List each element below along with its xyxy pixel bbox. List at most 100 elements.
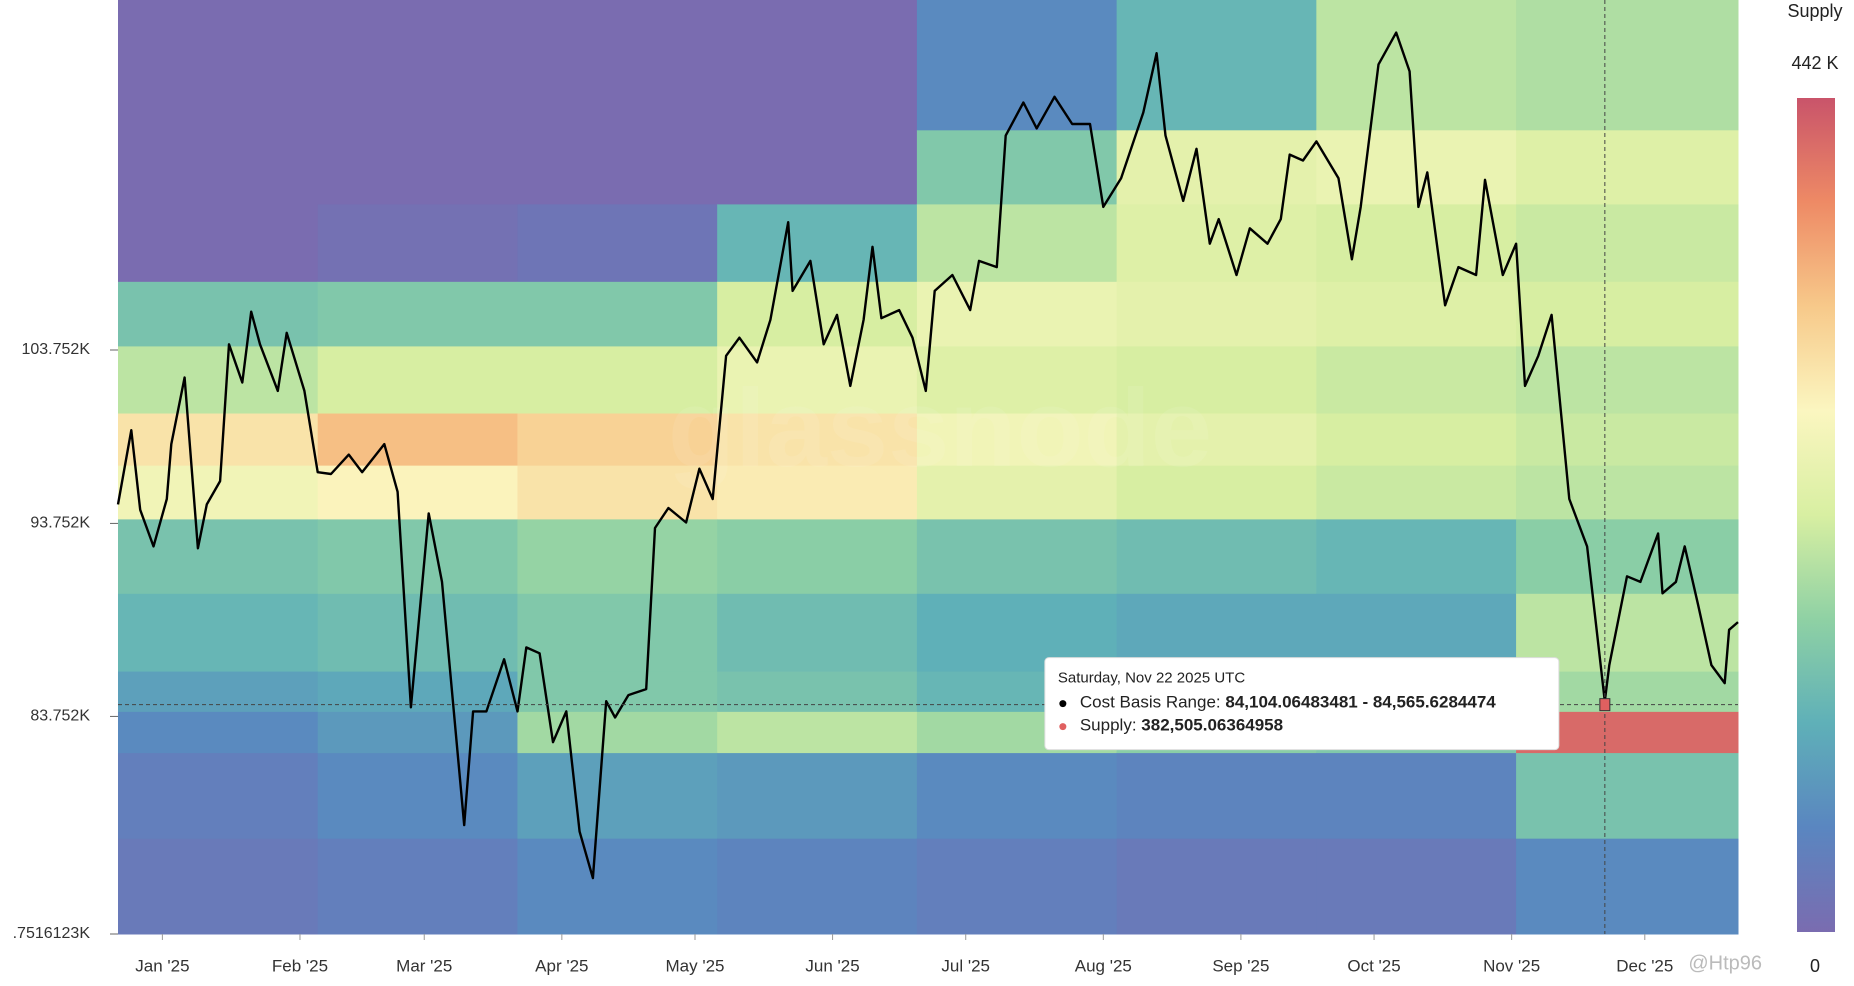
heatmap-cell	[118, 281, 319, 347]
tooltip-label: Supply:	[1080, 716, 1137, 735]
heatmap-cell	[1316, 752, 1517, 839]
heatmap-cell	[916, 345, 1118, 414]
heatmap-cell	[1516, 345, 1739, 414]
heatmap-cell	[1516, 0, 1739, 131]
credit: @Htp96	[1688, 952, 1762, 974]
heatmap-cell	[317, 838, 518, 935]
heatmap-cell	[118, 0, 319, 131]
y-tick-label: 93.752K	[30, 515, 90, 532]
heatmap-cell	[517, 203, 718, 282]
heatmap-cell	[1516, 465, 1739, 520]
heatmap-cell	[717, 593, 918, 672]
heatmap-cell	[517, 465, 718, 520]
heatmap-cell	[717, 711, 918, 754]
tooltip-value: 84,104.06483481 - 84,565.6284474	[1225, 693, 1496, 712]
tooltip-date: Saturday, Nov 22 2025 UTC	[1058, 670, 1245, 687]
heatmap-cell	[1516, 752, 1739, 839]
heatmap-cell	[916, 203, 1118, 282]
heatmap-cell	[1316, 838, 1517, 935]
tooltip-item: Supply: 382,505.06364958	[1080, 716, 1283, 735]
heatmap-cell	[317, 518, 518, 594]
heatmap-cell	[517, 413, 718, 466]
price-line	[116, 31, 1739, 880]
tooltip: Saturday, Nov 22 2025 UTC Cost Basis Rang…	[1044, 657, 1560, 751]
heatmap-cell	[317, 0, 518, 131]
heatmap-cell	[916, 0, 1118, 131]
heatmap-cell	[916, 281, 1118, 347]
heatmap-cell	[317, 465, 518, 520]
heatmap-cell	[916, 465, 1118, 520]
heatmap-cell	[517, 752, 718, 839]
heatmap-cell	[1116, 0, 1317, 131]
tooltip-box	[1044, 657, 1560, 751]
heatmap-cell	[118, 413, 319, 466]
heatmap-cell	[1116, 465, 1317, 520]
heatmap-cell	[517, 838, 718, 935]
heatmap-cell	[1116, 413, 1317, 466]
heatmap-cell	[916, 129, 1118, 205]
heatmap-cell	[118, 465, 319, 520]
heatmap-cell	[717, 0, 918, 131]
colorbar-title: Supply	[1787, 1, 1842, 21]
heatmap-cell	[1316, 518, 1517, 594]
heatmap-cell	[717, 752, 918, 839]
heatmap-cell	[717, 413, 918, 466]
x-tick-label: Dec '25	[1616, 956, 1673, 975]
heatmap-cell	[717, 281, 918, 347]
heatmap-cell	[1116, 281, 1317, 347]
x-tick-label: Feb '25	[272, 956, 328, 975]
x-tick-label: Aug '25	[1075, 956, 1132, 975]
heatmap-cell	[1116, 518, 1317, 594]
heatmap-cell	[118, 838, 319, 935]
x-tick-label: Mar '25	[396, 956, 452, 975]
heatmap-cell	[118, 671, 319, 712]
heatmap-cell	[118, 752, 319, 839]
crosshair-marker	[1599, 698, 1611, 712]
heatmap-cell	[118, 129, 319, 205]
heatmap-cell	[916, 838, 1118, 935]
x-tick-label: May '25	[665, 956, 724, 975]
heatmap-cell	[717, 465, 918, 520]
heatmap-cell	[717, 518, 918, 594]
heatmap-cell	[317, 345, 518, 414]
heatmap-cell	[1516, 129, 1739, 205]
heatmap-cell	[517, 281, 718, 347]
heatmap-cell	[717, 203, 918, 282]
x-tick-label: Jul '25	[941, 956, 990, 975]
heatmap-cell	[1116, 203, 1317, 282]
tooltip-item: Cost Basis Range: 84,104.06483481 - 84,5…	[1080, 693, 1496, 712]
heatmap-cell	[1516, 203, 1739, 282]
heatmap-cell	[1516, 518, 1739, 594]
heatmap-cell	[517, 518, 718, 594]
tooltip-value: 382,505.06364958	[1141, 716, 1283, 735]
x-tick-label: Jan '25	[135, 956, 189, 975]
heatmap-cell	[1316, 413, 1517, 466]
x-tick-label: Oct '25	[1347, 956, 1400, 975]
heatmap-cell	[717, 671, 918, 712]
heatmap-cell	[517, 0, 718, 131]
heatmap-cell	[1316, 345, 1517, 414]
x-tick-label: Jun '25	[805, 956, 859, 975]
heatmap-cell	[916, 752, 1118, 839]
heatmap-cell	[317, 413, 518, 466]
heatmap-cell	[317, 711, 518, 754]
heatmap-cell	[118, 711, 319, 754]
heatmap-cell	[717, 345, 918, 414]
heatmap-cell	[1316, 281, 1517, 347]
x-tick-label: Sep '25	[1212, 956, 1269, 975]
heatmap-cell	[916, 518, 1118, 594]
heatmap-cell	[517, 593, 718, 672]
heatmap-cell	[517, 345, 718, 414]
heatmap-cell	[1316, 203, 1517, 282]
heatmap-cell	[317, 203, 518, 282]
colorbar-tick-label: 442 K	[1791, 53, 1838, 73]
heatmap-cell	[1116, 838, 1317, 935]
y-tick-label: 83.752K	[30, 708, 90, 725]
heatmap-cell	[1516, 413, 1739, 466]
heatmap-cell	[517, 129, 718, 205]
heatmap-cell	[1516, 838, 1739, 935]
heatmap-cell	[317, 752, 518, 839]
colorbar-tick-label: 0	[1810, 956, 1820, 976]
watermark: glassnode	[668, 367, 1212, 490]
tooltip-dot	[1059, 723, 1067, 731]
